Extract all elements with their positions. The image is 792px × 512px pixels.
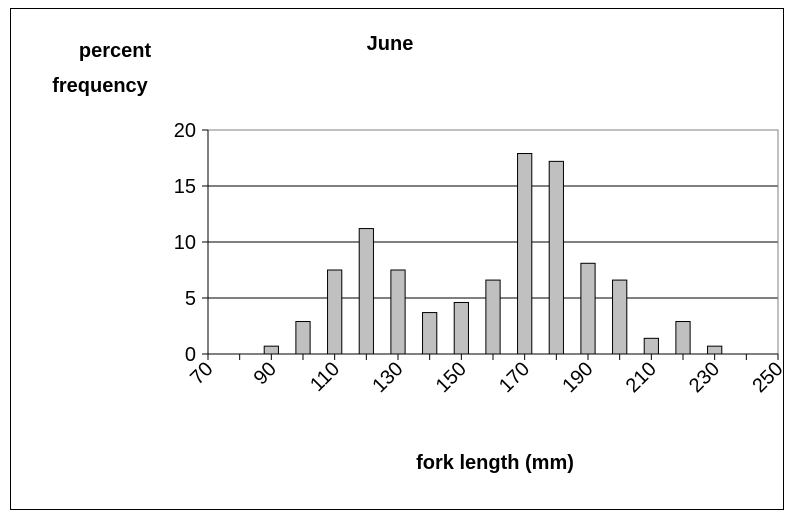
bar <box>485 279 501 355</box>
bar <box>517 153 533 355</box>
x-axis-label: fork length (mm) <box>416 452 574 474</box>
bar <box>358 228 374 355</box>
y-tick-label: 20 <box>174 120 196 142</box>
bar <box>675 321 691 355</box>
chart-title: June <box>366 33 414 55</box>
x-tick-label: 170 <box>495 358 534 397</box>
x-tick-label: 130 <box>368 358 407 397</box>
bar <box>390 269 406 355</box>
x-tick-label: 110 <box>306 358 344 396</box>
bar <box>548 160 564 355</box>
bar <box>453 301 469 355</box>
chart-frame <box>10 8 784 510</box>
y-axis-label-line-1: percent <box>78 40 152 62</box>
y-tick-label: 0 <box>185 344 196 366</box>
x-tick-label: 190 <box>558 358 597 397</box>
x-tick-label: 150 <box>432 358 471 397</box>
bar <box>580 262 596 355</box>
y-tick-label: 15 <box>174 176 196 198</box>
y-axis-label-line-2: frequency <box>52 75 148 97</box>
bar <box>295 321 311 355</box>
bar <box>612 279 628 355</box>
x-tick-label: 90 <box>250 358 281 389</box>
bar <box>643 337 659 355</box>
bar <box>327 269 343 355</box>
x-tick-label: 210 <box>622 358 661 397</box>
bar <box>707 345 723 355</box>
y-tick-label: 5 <box>185 288 196 310</box>
y-tick-label: 10 <box>174 232 196 254</box>
x-tick-label: 230 <box>685 358 724 397</box>
bar <box>263 345 279 355</box>
x-tick-label: 250 <box>748 358 787 397</box>
bar <box>422 312 438 355</box>
